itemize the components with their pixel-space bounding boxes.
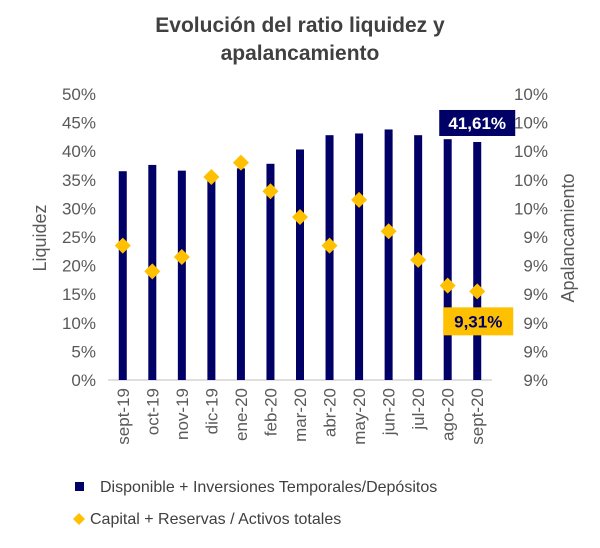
bar	[473, 141, 482, 380]
x-tick-label: sept-19	[114, 388, 133, 445]
y2-tick-label: 9%	[523, 228, 548, 247]
marker	[203, 168, 220, 185]
bar	[266, 163, 275, 380]
data-callouts: 41,61% 9,31%	[439, 109, 516, 336]
marker	[173, 249, 190, 266]
legend-swatch-bar	[75, 482, 84, 491]
y2-tick-label: 10%	[514, 199, 548, 218]
marker-callout-label: 9,31%	[454, 312, 502, 331]
marker	[144, 263, 161, 280]
y-tick-label: 50%	[62, 85, 96, 104]
y2-tick-label: 9%	[523, 342, 548, 361]
marker	[232, 154, 249, 171]
y2-tick-label: 9%	[523, 314, 548, 333]
y2-tick-label: 9%	[523, 371, 548, 390]
bar	[296, 149, 304, 380]
bar	[236, 168, 245, 380]
y-axis-title: Liquidez	[30, 204, 50, 271]
x-tick-label: nov-19	[173, 388, 192, 440]
bar-callout-box	[439, 109, 516, 136]
y2-tick-label: 9%	[523, 285, 548, 304]
legend-swatch-diamond	[73, 513, 85, 525]
x-tick-label: ago-20	[439, 388, 458, 441]
chart-title: Evolución del ratio liquidez y apalancam…	[0, 12, 600, 68]
chart-title-line-1: Evolución del ratio liquidez y	[155, 14, 445, 37]
y-tick-label: 5%	[71, 342, 96, 361]
marker	[351, 191, 368, 208]
marker	[410, 251, 427, 268]
y-tick-label: 10%	[62, 314, 96, 333]
marker	[262, 183, 279, 200]
y-tick-label: 45%	[62, 114, 96, 133]
legend: Disponible + Inversiones Temporales/Depó…	[73, 479, 437, 528]
marker	[469, 283, 486, 300]
y2-tick-label: 10%	[514, 142, 548, 161]
y-tick-label: 30%	[62, 199, 96, 218]
y-axis-ticks: 0% 5% 10% 15% 20% 25% 30% 35% 40% 45% 50%	[62, 85, 96, 390]
marker	[292, 208, 308, 225]
bar-series	[118, 129, 482, 380]
bar	[355, 133, 364, 380]
bar-callout-label: 41,61%	[448, 114, 506, 133]
bar	[118, 171, 127, 380]
bar	[443, 139, 452, 380]
y-tick-label: 40%	[62, 142, 96, 161]
marker	[380, 223, 397, 240]
x-tick-label: dic-19	[202, 388, 221, 434]
x-tick-label: jun-20	[380, 388, 399, 436]
y2-tick-label: 10%	[514, 171, 548, 190]
y2-tick-label: 10%	[514, 85, 548, 104]
y2-tick-label: 10%	[514, 114, 548, 133]
y2-tick-label: 9%	[523, 257, 548, 276]
x-tick-label: jul-20	[409, 388, 428, 431]
marker-series	[114, 154, 486, 300]
marker-callout-box	[443, 307, 514, 336]
marker	[321, 237, 338, 254]
y-tick-label: 0%	[71, 371, 96, 390]
marker	[439, 277, 456, 294]
chart-title-line-2: apalancamiento	[220, 42, 380, 65]
x-tick-label: may-20	[350, 388, 369, 445]
x-axis-ticks: sept-19 oct-19 nov-19 dic-19 ene-20 feb-20 mar…	[114, 388, 487, 445]
bar	[177, 170, 186, 380]
y2-axis-ticks: 9% 9% 9% 9% 9% 9% 10% 10% 10% 10% 10%	[514, 85, 548, 390]
bar	[384, 129, 393, 380]
x-tick-label: mar-20	[291, 388, 310, 442]
y-tick-label: 15%	[62, 285, 96, 304]
marker	[114, 237, 131, 254]
y-tick-label: 25%	[62, 228, 96, 247]
bar	[207, 176, 216, 380]
y-tick-label: 35%	[62, 171, 96, 190]
x-tick-label: feb-20	[261, 388, 280, 436]
x-tick-label: ene-20	[232, 388, 251, 441]
y2-axis-title: Apalancamiento	[558, 173, 578, 302]
x-tick-label: abr-20	[321, 388, 340, 437]
x-tick-label: oct-19	[143, 388, 162, 435]
legend-label-bar: Disponible + Inversiones Temporales/Depó…	[100, 479, 437, 496]
x-tick-label: sept-20	[468, 388, 487, 445]
y-tick-label: 20%	[62, 257, 96, 276]
legend-label-diamond: Capital + Reservas / Activos totales	[90, 511, 341, 528]
bar	[325, 135, 334, 380]
